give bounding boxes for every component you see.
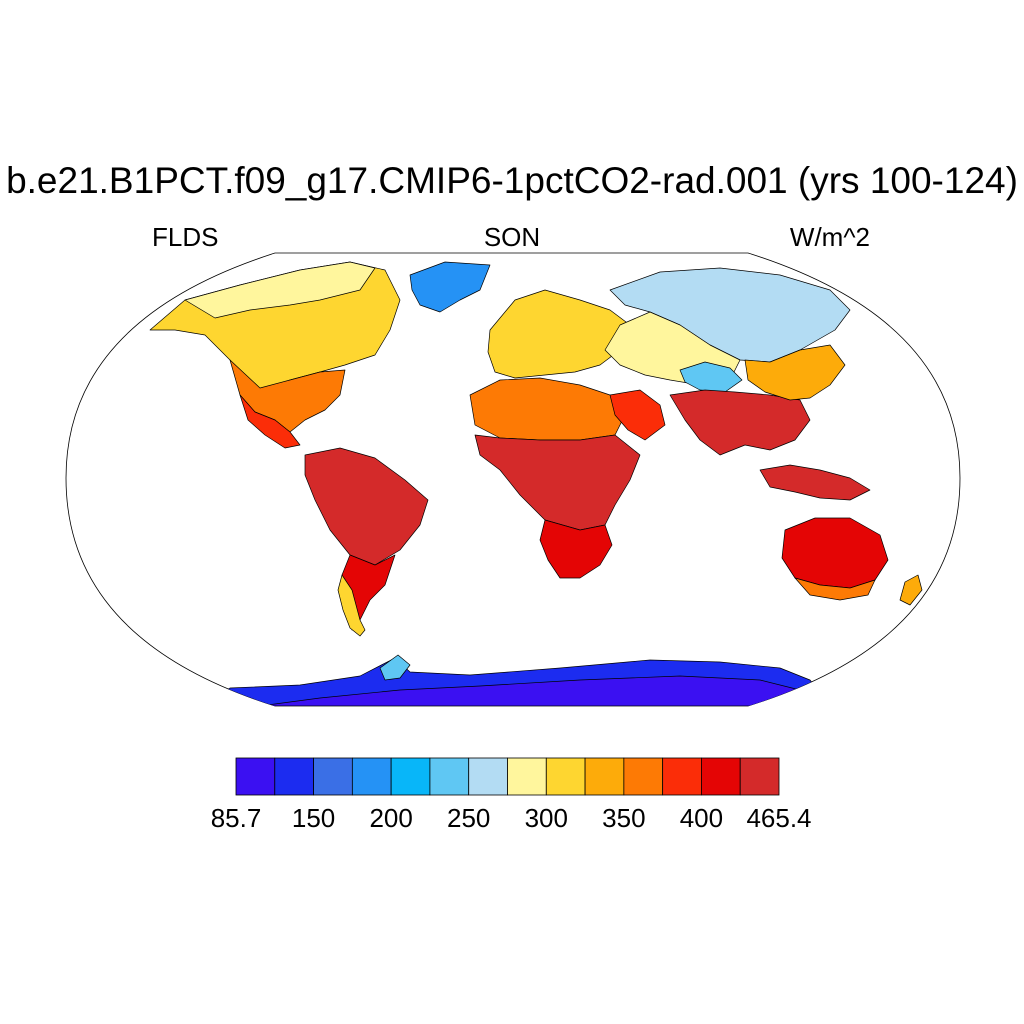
tibet-plateau — [679, 361, 743, 393]
colorbar-swatch — [739, 757, 780, 796]
colorbar-swatch — [545, 757, 586, 796]
units-label: W/m^2 — [789, 222, 870, 252]
colorbar-tick-label: 250 — [447, 803, 490, 833]
map-title: b.e21.B1PCT.f09_g17.CMIP6-1pctCO2-rad.00… — [6, 160, 1018, 201]
colorbar-tick-label: 350 — [602, 803, 645, 833]
mexico — [239, 394, 301, 449]
africa-central — [474, 434, 641, 531]
colorbar-swatch — [390, 757, 431, 796]
new-zealand — [899, 574, 923, 606]
colorbar-tick-label: 150 — [292, 803, 335, 833]
variable-label: FLDS — [152, 222, 219, 252]
arabia — [609, 389, 666, 441]
colorbar-swatch — [313, 757, 353, 796]
season-label: SON — [483, 222, 541, 252]
colorbar-tick-label: 200 — [369, 803, 412, 833]
colorbar-swatch — [507, 757, 547, 796]
colorbar-swatch — [662, 757, 702, 796]
colorbar-swatch — [623, 757, 664, 796]
colorbar-swatch — [701, 757, 741, 796]
colorbar: 85.7 150 200 250 300 350 400 465.4 — [211, 757, 812, 833]
south-asia — [669, 389, 811, 456]
colorbar-swatch — [274, 757, 314, 796]
antarctic-peninsula — [379, 654, 411, 681]
greenland — [409, 261, 491, 313]
africa-north — [469, 377, 626, 441]
colorbar-tick-label: 85.7 — [211, 803, 262, 833]
colorbar-tick-label: 300 — [525, 803, 568, 833]
colorbar-swatch — [468, 757, 508, 796]
colorbar-swatch — [351, 757, 392, 796]
south-america-tropics — [304, 447, 429, 566]
colorbar-tick-label: 465.4 — [746, 803, 811, 833]
arctic-canada — [184, 261, 376, 319]
europe — [487, 289, 631, 379]
indonesia — [759, 464, 871, 501]
africa-south — [539, 519, 613, 579]
colorbar-tick-label: 400 — [680, 803, 723, 833]
east-asia — [744, 344, 846, 401]
colorbar-swatch — [584, 757, 625, 796]
colorbar-swatch — [235, 757, 276, 796]
patagonia — [337, 574, 366, 637]
australia-south — [794, 577, 876, 601]
colorbar-swatch — [429, 757, 470, 796]
